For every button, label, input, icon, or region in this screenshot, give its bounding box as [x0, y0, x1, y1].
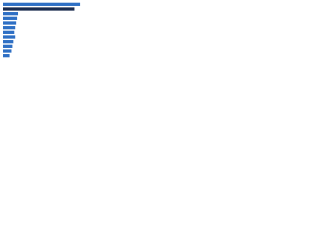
bar [3, 44, 13, 48]
bar [3, 12, 19, 16]
bar [3, 21, 17, 25]
bar [3, 49, 12, 53]
bar [3, 26, 16, 30]
bar [3, 7, 75, 11]
bar [3, 30, 15, 34]
bar [3, 54, 10, 58]
bar [3, 40, 14, 44]
bar [3, 35, 16, 39]
bar [3, 16, 18, 20]
bar [3, 2, 81, 6]
chart [3, 2, 81, 58]
